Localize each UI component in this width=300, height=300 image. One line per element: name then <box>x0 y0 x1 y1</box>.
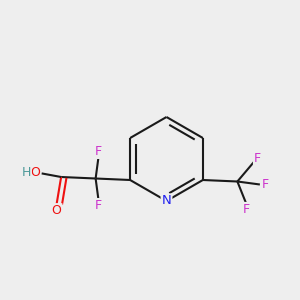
Text: F: F <box>95 145 102 158</box>
Text: O: O <box>30 166 40 179</box>
Text: F: F <box>254 152 261 165</box>
Text: H: H <box>21 166 31 179</box>
Text: O: O <box>52 204 61 217</box>
Text: N: N <box>162 194 171 208</box>
Text: F: F <box>243 203 250 216</box>
Text: F: F <box>95 199 102 212</box>
Text: F: F <box>262 178 269 191</box>
